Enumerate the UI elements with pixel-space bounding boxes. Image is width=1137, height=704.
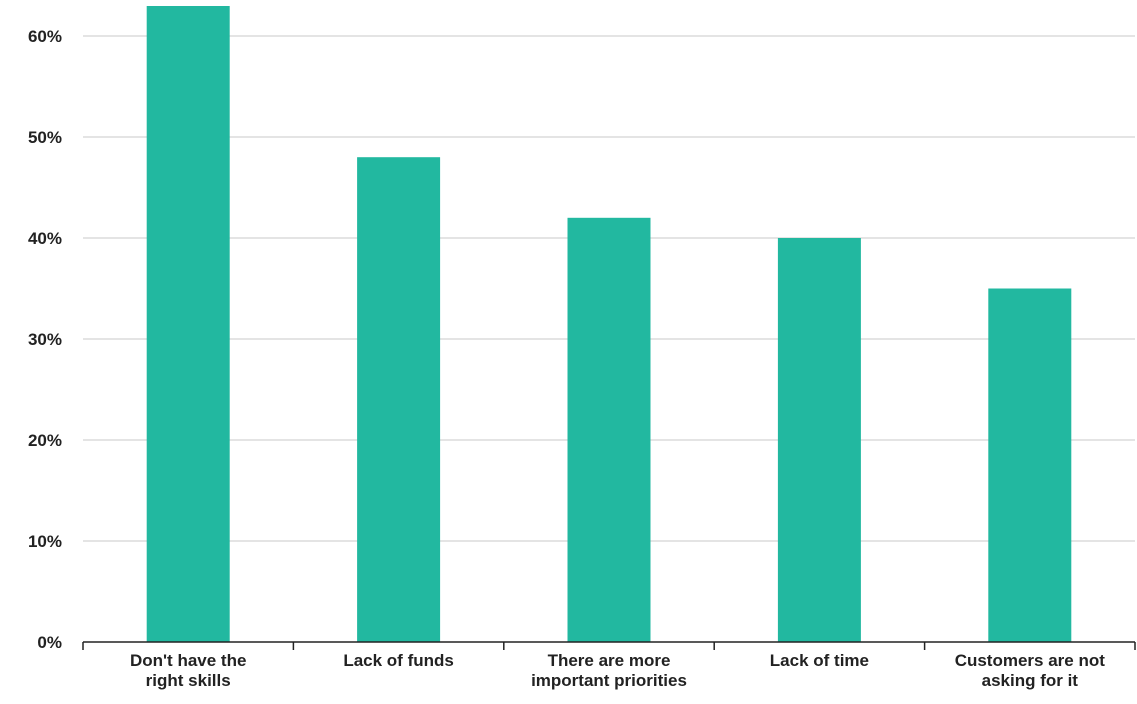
x-category-label-line: Lack of funds (343, 651, 454, 670)
x-category-label-line: asking for it (982, 671, 1079, 690)
y-tick-label: 40% (28, 229, 62, 248)
x-category-label-line: Don't have the (130, 651, 246, 670)
x-axis-category-labels: Don't have the right skills Lack of funds T… (130, 651, 1105, 690)
x-category-label: There are more important priorities (531, 651, 687, 690)
x-category-label: Lack of time (770, 651, 869, 670)
bar (357, 157, 441, 642)
x-category-label-line: Customers are not (955, 651, 1106, 670)
x-category-label: Customers are not asking for it (955, 651, 1106, 690)
y-axis-tick-labels: 0% 10% 20% 30% 40% 50% 60% (28, 27, 62, 652)
bar (988, 288, 1072, 642)
y-tick-label: 20% (28, 431, 62, 450)
x-category-label-line: Lack of time (770, 651, 869, 670)
bar (146, 6, 230, 642)
bars (146, 6, 1072, 643)
x-category-label-line: right skills (146, 671, 231, 690)
y-tick-label: 60% (28, 27, 62, 46)
bar (567, 217, 651, 643)
x-category-label: Don't have the right skills (130, 651, 246, 690)
bar (777, 238, 861, 642)
x-category-label: Lack of funds (343, 651, 454, 670)
x-category-label-line: There are more (548, 651, 671, 670)
y-tick-label: 30% (28, 330, 62, 349)
y-tick-label: 0% (37, 633, 62, 652)
x-axis (82, 641, 1136, 650)
x-category-label-line: important priorities (531, 671, 687, 690)
y-tick-label: 10% (28, 532, 62, 551)
y-tick-label: 50% (28, 128, 62, 147)
